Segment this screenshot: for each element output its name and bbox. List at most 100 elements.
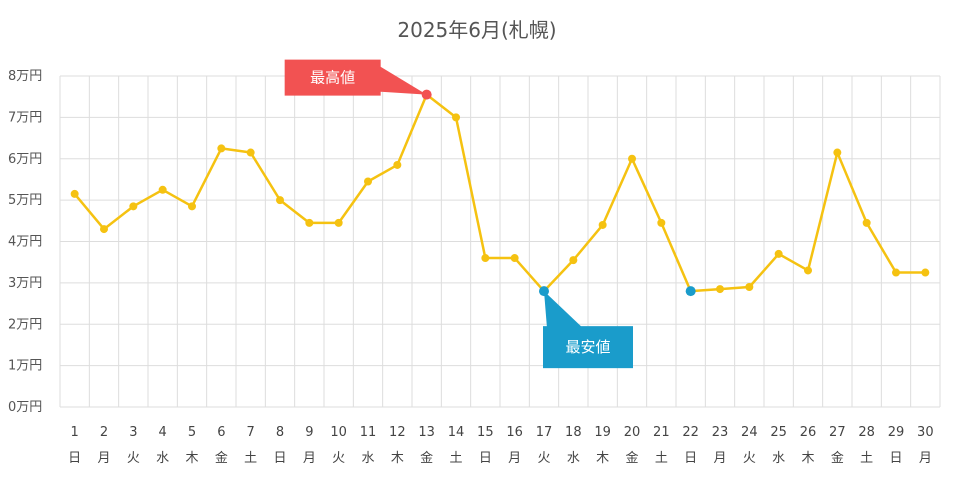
data-point (129, 202, 138, 211)
data-point (862, 218, 871, 227)
data-point (569, 256, 578, 265)
x-tick-weekday: 日 (273, 451, 286, 466)
data-point (217, 144, 226, 153)
x-tick-day: 17 (536, 425, 553, 440)
data-point (481, 254, 490, 263)
x-tick-day: 19 (594, 425, 611, 440)
x-tick-weekday: 木 (596, 451, 609, 466)
x-tick-day: 4 (159, 425, 167, 440)
y-tick-label: 5万円 (8, 193, 42, 208)
y-tick-label: 4万円 (8, 235, 42, 250)
data-point (716, 285, 724, 294)
x-tick-day: 12 (389, 425, 406, 440)
x-tick-day: 25 (770, 425, 787, 440)
x-tick-weekday: 月 (303, 451, 316, 466)
data-point (334, 218, 343, 227)
data-point (246, 148, 255, 157)
min-callout-box (543, 326, 633, 369)
data-point (833, 148, 842, 157)
x-tick-weekday: 水 (567, 451, 580, 466)
x-tick-weekday: 火 (537, 451, 550, 466)
data-point (628, 154, 636, 163)
y-tick-label: 1万円 (8, 359, 42, 374)
grid-lines (59, 75, 941, 408)
x-axis-ticks: 1日2月3火4水5木6金7土8日9月10火11水12木13金14土15日16月1… (68, 425, 933, 466)
x-tick-day: 6 (217, 425, 225, 440)
highlight-point (685, 286, 696, 297)
x-tick-weekday: 木 (185, 451, 198, 466)
x-tick-day: 29 (888, 425, 905, 440)
data-point (921, 268, 930, 277)
x-tick-weekday: 日 (889, 451, 902, 466)
x-tick-weekday: 金 (215, 450, 228, 466)
max-callout-pointer (378, 65, 427, 95)
max-callout-box (284, 59, 381, 96)
data-point (276, 196, 284, 205)
x-tick-weekday: 火 (127, 451, 140, 466)
x-tick-weekday: 金 (831, 450, 844, 466)
data-point (804, 266, 812, 275)
x-tick-weekday: 月 (508, 451, 521, 466)
x-tick-weekday: 月 (97, 451, 110, 466)
x-tick-weekday: 水 (361, 451, 374, 466)
min-callout-pointer (544, 291, 583, 329)
data-point (364, 177, 372, 186)
x-tick-weekday: 金 (625, 450, 638, 466)
data-point (774, 249, 783, 258)
x-tick-day: 22 (682, 425, 699, 440)
x-tick-day: 20 (624, 425, 641, 440)
x-tick-day: 1 (71, 425, 79, 440)
y-tick-label: 2万円 (8, 317, 42, 332)
x-tick-weekday: 日 (479, 451, 492, 466)
x-tick-weekday: 土 (655, 451, 668, 466)
x-tick-weekday: 木 (391, 451, 404, 466)
x-tick-day: 27 (829, 425, 846, 440)
x-tick-day: 10 (330, 425, 347, 440)
data-point (510, 254, 519, 263)
data-point (657, 218, 666, 227)
x-tick-weekday: 日 (68, 451, 81, 466)
x-tick-day: 15 (477, 425, 494, 440)
series-line (73, 93, 926, 293)
x-tick-day: 24 (741, 425, 758, 440)
x-tick-weekday: 月 (919, 451, 932, 466)
y-tick-label: 7万円 (8, 110, 42, 125)
data-point (598, 220, 607, 229)
chart-title: 2025年6月(札幌) (397, 18, 556, 42)
x-tick-day: 8 (276, 425, 284, 440)
data-points (70, 89, 930, 297)
data-point (70, 189, 79, 198)
x-tick-day: 5 (188, 425, 196, 440)
data-point (892, 268, 900, 277)
x-tick-day: 21 (653, 425, 670, 440)
x-tick-day: 2 (100, 425, 108, 440)
x-tick-weekday: 日 (684, 451, 697, 466)
x-tick-weekday: 土 (244, 451, 257, 466)
data-point (100, 225, 108, 234)
x-tick-weekday: 水 (772, 451, 785, 466)
data-point (305, 218, 314, 227)
x-tick-day: 7 (247, 425, 255, 440)
y-axis-ticks: 0万円 1万円 2万円 3万円 4万円 5万円 6万円 7万円 8万円 (8, 69, 42, 415)
y-tick-label: 8万円 (8, 69, 42, 84)
x-tick-day: 13 (418, 425, 435, 440)
data-point (393, 160, 402, 169)
x-tick-weekday: 木 (801, 451, 814, 466)
x-tick-weekday: 土 (449, 451, 462, 466)
x-tick-day: 16 (506, 425, 523, 440)
x-tick-weekday: 金 (420, 450, 433, 466)
y-tick-label: 3万円 (8, 276, 42, 291)
x-tick-weekday: 火 (743, 451, 756, 466)
series-lines (73, 93, 926, 293)
y-tick-label: 0万円 (8, 400, 42, 415)
x-tick-day: 11 (360, 425, 377, 440)
x-tick-weekday: 土 (860, 451, 873, 466)
x-tick-day: 23 (712, 425, 729, 440)
x-tick-weekday: 月 (713, 451, 726, 466)
x-tick-day: 18 (565, 425, 582, 440)
x-tick-day: 28 (858, 425, 875, 440)
data-point (745, 283, 754, 292)
data-point (158, 185, 167, 194)
